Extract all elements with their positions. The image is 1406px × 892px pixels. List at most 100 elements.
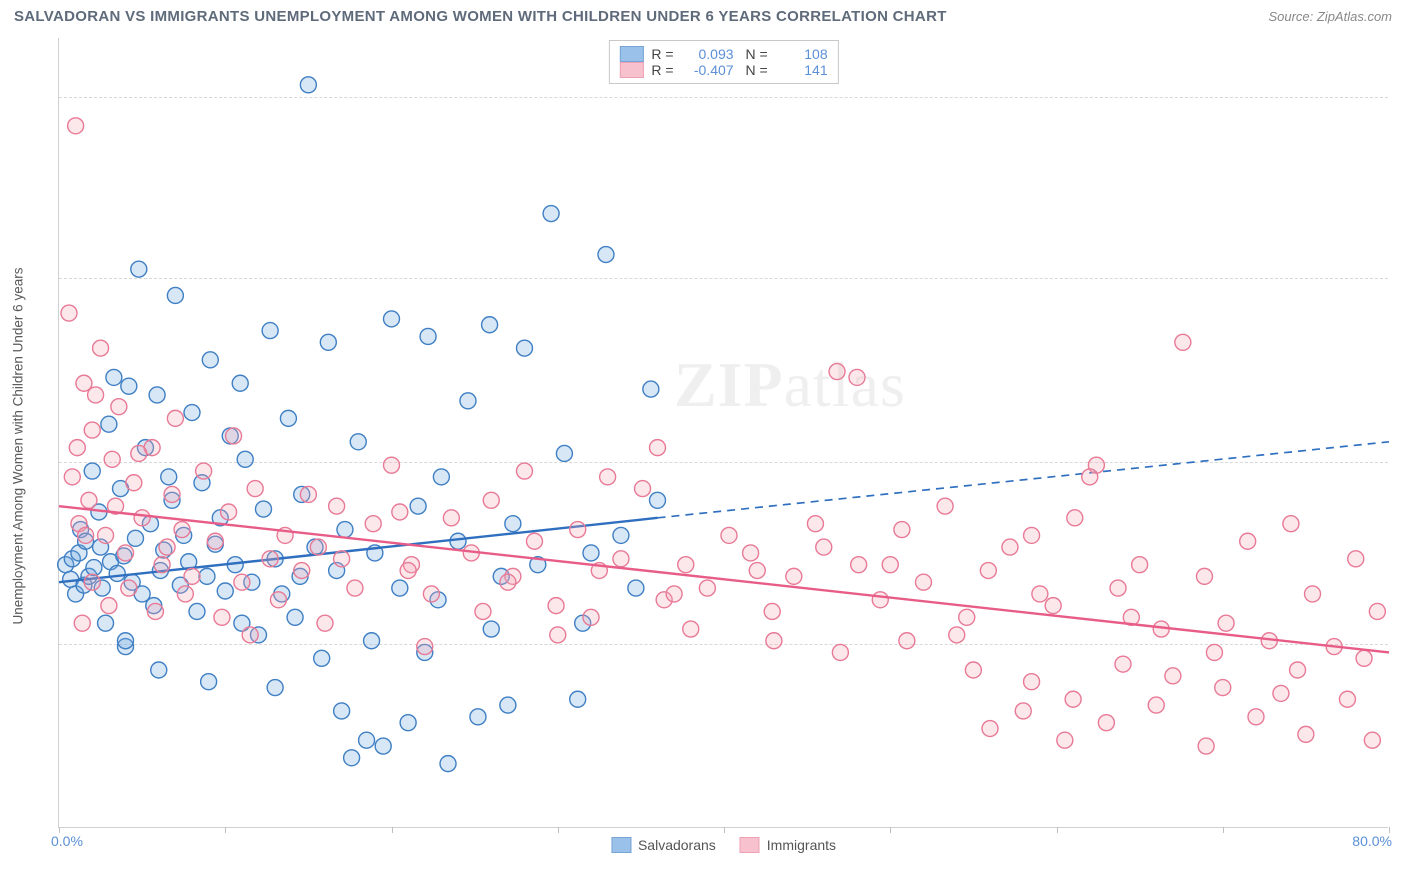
- data-point: [500, 697, 516, 713]
- data-point: [829, 364, 845, 380]
- data-point: [643, 381, 659, 397]
- data-point: [164, 486, 180, 502]
- data-point: [232, 375, 248, 391]
- data-point: [460, 393, 476, 409]
- data-point: [959, 609, 975, 625]
- data-point: [234, 574, 250, 590]
- data-point: [1065, 691, 1081, 707]
- data-point: [287, 609, 303, 625]
- data-point: [548, 598, 564, 614]
- data-point: [167, 287, 183, 303]
- data-point: [417, 639, 433, 655]
- data-point: [1132, 557, 1148, 573]
- data-point: [743, 545, 759, 561]
- data-point: [294, 563, 310, 579]
- data-point: [334, 703, 350, 719]
- data-point: [217, 583, 233, 599]
- data-point: [550, 627, 566, 643]
- data-point: [255, 501, 271, 517]
- data-point: [872, 592, 888, 608]
- data-point: [1206, 644, 1222, 660]
- data-point: [365, 516, 381, 532]
- data-point: [93, 340, 109, 356]
- data-point: [543, 206, 559, 222]
- data-point: [270, 592, 286, 608]
- data-point: [598, 247, 614, 263]
- data-point: [64, 469, 80, 485]
- data-point: [420, 328, 436, 344]
- data-point: [570, 522, 586, 538]
- legend-swatch-icon: [619, 62, 643, 78]
- data-point: [1045, 598, 1061, 614]
- legend-row-immigrants: R = -0.407 N = 141: [619, 62, 827, 78]
- data-point: [1110, 580, 1126, 596]
- data-point: [766, 633, 782, 649]
- y-tick-label: 12.5%: [1394, 455, 1406, 471]
- data-point: [443, 510, 459, 526]
- data-point: [350, 434, 366, 450]
- data-point: [161, 469, 177, 485]
- data-point: [84, 422, 100, 438]
- data-point: [1273, 685, 1289, 701]
- data-point: [1348, 551, 1364, 567]
- chart-header: SALVADORAN VS IMMIGRANTS UNEMPLOYMENT AM…: [0, 0, 1406, 25]
- data-point: [121, 378, 137, 394]
- data-point: [1148, 697, 1164, 713]
- data-point: [247, 481, 263, 497]
- data-point: [517, 340, 533, 356]
- y-tick-label: 6.3%: [1394, 637, 1406, 653]
- data-point: [196, 463, 212, 479]
- data-point: [154, 557, 170, 573]
- data-point: [121, 580, 137, 596]
- data-point: [832, 644, 848, 660]
- data-point: [1356, 650, 1372, 666]
- data-point: [1364, 732, 1380, 748]
- data-point: [1248, 709, 1264, 725]
- data-point: [134, 510, 150, 526]
- correlation-legend: R = 0.093 N = 108 R = -0.407 N = 141: [608, 40, 838, 84]
- data-point: [280, 410, 296, 426]
- legend-swatch-icon: [619, 46, 643, 62]
- data-point: [583, 609, 599, 625]
- data-point: [894, 522, 910, 538]
- data-point: [334, 551, 350, 567]
- data-point: [84, 574, 100, 590]
- data-point: [106, 369, 122, 385]
- data-point: [500, 574, 516, 590]
- data-point: [882, 557, 898, 573]
- data-point: [88, 387, 104, 403]
- data-point: [101, 598, 117, 614]
- data-point: [1015, 703, 1031, 719]
- data-point: [433, 469, 449, 485]
- data-point: [1024, 527, 1040, 543]
- data-point: [344, 750, 360, 766]
- data-point: [314, 650, 330, 666]
- data-point: [635, 481, 651, 497]
- data-point: [400, 563, 416, 579]
- data-point: [329, 498, 345, 514]
- data-point: [916, 574, 932, 590]
- data-point: [570, 691, 586, 707]
- data-point: [1057, 732, 1073, 748]
- data-point: [980, 563, 996, 579]
- data-point: [949, 627, 965, 643]
- data-point: [184, 568, 200, 584]
- data-point: [650, 492, 666, 508]
- data-point: [699, 580, 715, 596]
- data-point: [262, 323, 278, 339]
- data-point: [1290, 662, 1306, 678]
- data-point: [1305, 586, 1321, 602]
- data-point: [1196, 568, 1212, 584]
- data-point: [749, 563, 765, 579]
- data-point: [221, 504, 237, 520]
- data-point: [147, 603, 163, 619]
- data-point: [214, 609, 230, 625]
- plot-svg: [59, 38, 1388, 827]
- data-point: [1082, 469, 1098, 485]
- data-point: [583, 545, 599, 561]
- data-point: [199, 568, 215, 584]
- data-point: [61, 305, 77, 321]
- data-point: [242, 627, 258, 643]
- data-point: [556, 445, 572, 461]
- scatter-chart: ZIPatlas 6.3%12.5%18.8%25.0% R = 0.093 N…: [58, 38, 1388, 828]
